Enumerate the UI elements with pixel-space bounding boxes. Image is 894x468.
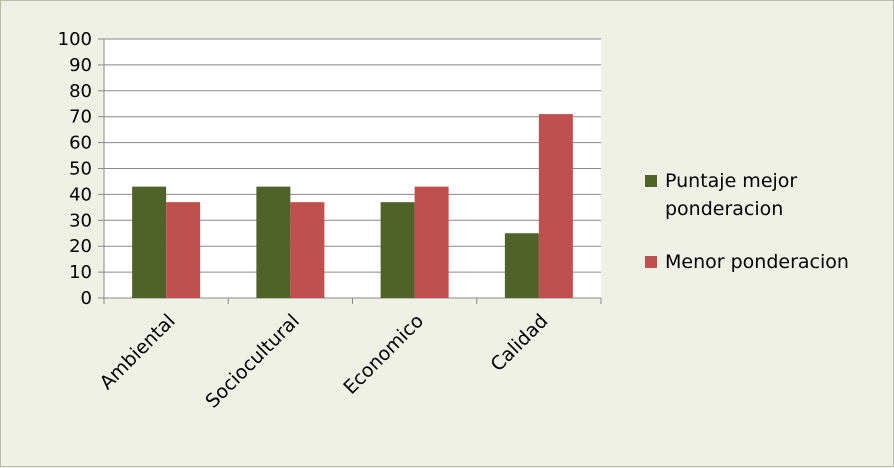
y-tick-label: 70: [69, 107, 92, 128]
x-category-label: Ambiental: [96, 310, 180, 394]
y-tick-label: 0: [81, 288, 92, 309]
legend-swatch-1: [645, 175, 657, 187]
legend-swatch-2: [645, 256, 657, 268]
bar-sociocultural-series-2: [290, 202, 325, 298]
bar-calidad-series-1: [504, 233, 539, 298]
y-tick-label: 50: [69, 159, 92, 180]
y-tick-label: 80: [69, 81, 92, 102]
y-tick-label: 90: [69, 55, 92, 76]
bar-economico-series-1: [380, 202, 415, 298]
y-tick-label: 60: [69, 133, 92, 154]
y-tick-label: 20: [69, 236, 92, 257]
y-tick-label: 10: [69, 262, 92, 283]
legend-label-2: Menor ponderacion: [665, 251, 849, 273]
legend-label-1: ponderacion: [665, 198, 783, 220]
x-category-label: Sociocultural: [201, 310, 304, 413]
bar-sociocultural-series-1: [256, 186, 291, 298]
bar-calidad-series-2: [538, 114, 573, 298]
x-category-label: Economico: [339, 310, 428, 399]
y-tick-label: 30: [69, 210, 92, 231]
y-tick-label: 100: [58, 29, 92, 50]
bar-ambiental-series-1: [132, 186, 167, 298]
x-category-label: Calidad: [486, 310, 552, 376]
y-tick-label: 40: [69, 184, 92, 205]
bar-ambiental-series-2: [166, 202, 201, 298]
legend-label-1: Puntaje mejor: [665, 170, 797, 192]
bar-economico-series-2: [414, 186, 449, 298]
